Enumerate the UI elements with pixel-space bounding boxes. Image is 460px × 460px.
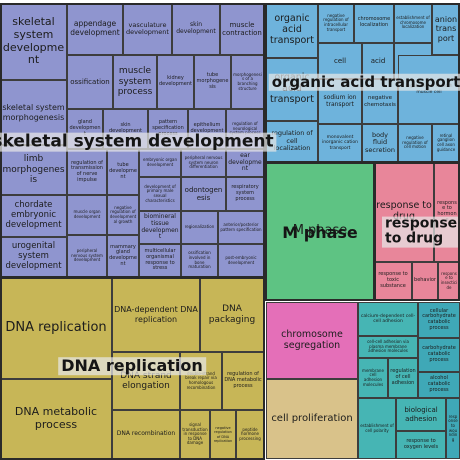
treemap-tile: biological adhesion <box>396 398 446 431</box>
treemap-tile: negative regulation of developmental gro… <box>107 195 139 235</box>
treemap-tile: embryonic organ development <box>139 149 181 177</box>
treemap-tile: odontogenesis <box>181 177 226 211</box>
treemap-tile: monovalent inorganic cation transport <box>318 124 362 162</box>
treemap-tile: peptide hormone processing <box>236 410 264 459</box>
treemap-tile: tube morphogenesis <box>194 55 231 109</box>
treemap-tile: post-embryonic development <box>218 244 264 277</box>
treemap-tile: vasculature development <box>123 3 172 55</box>
treemap-tile: skin development <box>172 3 220 55</box>
treemap-tile: calcium-dependent cell-cell adhesion <box>358 302 418 336</box>
treemap-tile: establishment of chromosome localization <box>394 3 432 43</box>
treemap-tile: ossification involved in bone maturation <box>181 244 218 277</box>
treemap-tile: tube development <box>107 149 139 195</box>
treemap-tile: cell proliferation <box>266 379 358 459</box>
treemap-tile: muscle system process <box>113 55 157 109</box>
treemap-tile: biomineral tissue development <box>139 211 181 244</box>
treemap-tile: peripheral nervous system development <box>67 235 107 277</box>
treemap-tile: regulation of DNA metabolic process <box>222 352 264 410</box>
treemap-tile: anion transport <box>432 3 460 55</box>
treemap-tile: anterior/posterior pattern specification <box>218 211 264 244</box>
treemap-tile: morphogenesis of a branching structure <box>231 55 264 109</box>
treemap-tile: regulation of cell localization <box>266 121 318 162</box>
treemap-tile: DNA packaging <box>200 277 264 352</box>
treemap-tile: peripheral nervous system neuron differe… <box>181 149 226 177</box>
treemap-tile: behavior <box>412 262 438 300</box>
treemap-tile: mammary gland development <box>107 235 139 277</box>
group-label-m-phase: M phase <box>282 223 358 243</box>
treemap-tile: negative regulation of intracellular tra… <box>318 3 354 43</box>
treemap-tile: DNA metabolic process <box>0 379 112 459</box>
treemap-tile: carbohydrate catabolic process <box>418 338 460 372</box>
treemap-tile: chromosome segregation <box>266 302 358 379</box>
treemap-tile: urogenital system development <box>0 237 67 277</box>
treemap-tile: regulation of transmission of nerve impu… <box>67 149 107 195</box>
treemap-tile: muscle contraction <box>220 3 264 55</box>
treemap-tile: ossification <box>67 55 113 109</box>
treemap-tile: respiratory system process <box>226 177 264 211</box>
treemap-tile: ear development <box>226 149 264 177</box>
treemap-tile: negative regulation of DNA replication <box>210 410 236 459</box>
treemap-tile: signal transduction in response to DNA d… <box>180 410 210 459</box>
group-label-skeletal: skeletal system development <box>0 132 277 152</box>
treemap-tile: alcohol catabolic process <box>418 372 460 398</box>
treemap-tile: response to wounding <box>446 398 460 459</box>
treemap-tile: cellular carbohydrate catabolic process <box>418 302 460 338</box>
treemap-tile: membrane cell adhesion molecules <box>358 358 388 398</box>
group-label-dna-replication: DNA replication <box>58 357 206 375</box>
treemap-tile: chromosome localization <box>354 3 394 43</box>
treemap-tile: response to oxygen levels <box>396 431 446 459</box>
treemap-tile: body fluid secretion <box>362 124 398 162</box>
treemap-tile: negative regulation of cell motion <box>398 124 432 162</box>
treemap-tile: response to toxic substance <box>374 262 412 300</box>
treemap-tile: cell-cell adhesion via plasma membrane a… <box>358 336 418 358</box>
treemap-tile: regulation of cell adhesion <box>388 358 418 398</box>
treemap-tile: regionalization <box>181 211 218 244</box>
treemap-tile: muscle organ development <box>67 195 107 235</box>
treemap-tile: kidney development <box>157 55 194 109</box>
treemap-tile: response to insecticide <box>438 262 460 300</box>
treemap-tile: organic acid transport <box>266 3 318 58</box>
treemap-tile: DNA-dependent DNA replication <box>112 277 200 352</box>
treemap-tile: acid <box>362 43 394 79</box>
treemap-tile: skeletal system development <box>0 3 67 80</box>
treemap-tile: retinal ganglion cell axon guidance <box>432 124 460 162</box>
treemap-tile: development of primary male sexual chara… <box>139 177 181 211</box>
treemap-tile: multicellular organismal response to str… <box>139 244 181 277</box>
group-label-organic-acid: organic acid transport <box>268 74 460 91</box>
treemap-tile: appendage development <box>67 3 123 55</box>
treemap-tile: DNA recombination <box>112 410 180 459</box>
treemap-tile: chordate embryonic development <box>0 195 67 237</box>
treemap-tile: establishment of cell polarity <box>358 398 396 459</box>
treemap-tile: limb morphogenesis <box>0 145 67 195</box>
group-label-drug: response to drug <box>382 216 458 248</box>
